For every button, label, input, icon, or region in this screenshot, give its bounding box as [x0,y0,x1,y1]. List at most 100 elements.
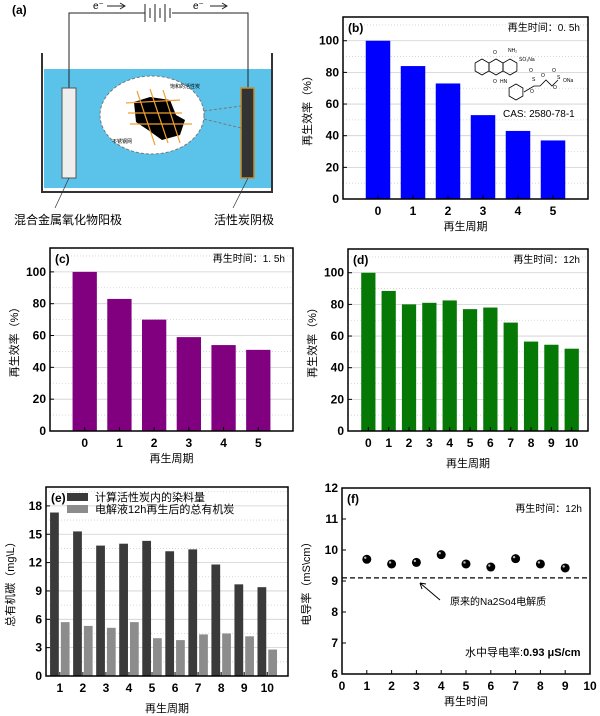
conductivity-note-value: 0.93 μS/cm [523,647,581,659]
bar-toc [245,636,254,676]
bar [442,300,457,431]
x-tick-label: 2 [388,679,395,693]
bar-dye [50,512,59,676]
y-axis-label: 总有机碳（mg\L） [3,536,17,626]
cathode-label: 活性炭阴极 [214,213,274,227]
x-tick-label: 4 [446,436,453,450]
tank [41,53,273,193]
y-tick-label: 12 [29,556,43,570]
inset-label-carbon: 饱和的活性炭 [170,83,200,90]
x-axis-label: 再生周期 [145,701,189,715]
data-point-highlight [463,561,466,564]
y-axis-label: 再生效率（%） [300,70,314,146]
arrow-icon [419,582,441,601]
y-tick-label: 100 [324,266,344,280]
x-tick-label: 3 [480,204,487,218]
x-tick-label: 6 [487,436,494,450]
x-tick-label: 5 [255,436,262,450]
bar [72,271,97,431]
x-axis-label: 再生时间 [444,694,488,708]
y-tick-label: 80 [33,297,47,311]
y-tick-label: 0 [332,192,339,206]
bar-dye [188,549,198,676]
y-tick-label: 18 [29,499,43,513]
y-tick-label: 3 [35,641,42,655]
arrow-right-icon [210,2,228,10]
inset-label-mesh: 不锈钢网 [112,138,132,145]
x-tick-label: 4 [220,436,227,450]
bar-toc [106,627,116,676]
y-tick-label: 60 [331,329,345,343]
bar [400,66,426,199]
y-tick-label: 20 [326,160,340,174]
y-tick-label: 40 [33,360,47,374]
x-tick-label: 5 [467,436,474,450]
y-tick-label: 40 [326,129,340,143]
chart-c: 0 20 40 60 80 100 0 1 2 3 4 5 再生周期 再生效率（%） (c) 再生时间：1. … [7,247,294,465]
regeneration-time-annotation: 再生时间：0. 5h [508,21,580,34]
bar-dye [96,545,105,676]
x-axis-label: 再生周期 [446,456,490,470]
y-tick-label: 11 [325,512,338,526]
x-tick-label: 9 [562,679,569,693]
data-point-highlight [364,556,367,559]
bar-toc [222,633,231,676]
data-point [535,559,545,569]
x-tick-label: 2 [80,681,87,695]
legend-label: 计算活性炭内的染料量 [95,490,205,504]
panel-label-e: (e) [51,491,66,505]
wire-left [68,12,145,88]
bar-toc [199,634,208,676]
x-tick-label: 7 [507,436,514,450]
y-tick-label: 100 [26,265,46,279]
x-tick-label: 0 [339,679,346,693]
bar-dye [73,531,82,676]
x-tick-label: 1 [410,204,417,218]
y-tick-label: 20 [331,392,345,406]
bar-dye [211,564,221,676]
y-tick-label: 80 [331,297,345,311]
bar [503,322,518,431]
x-tick-label: 5 [149,681,156,695]
battery-icon [144,4,171,22]
benzene-ring [508,83,524,101]
bar-toc [129,622,139,676]
legend-swatch [67,493,88,501]
legend-swatch [67,505,88,513]
x-tick-label: 0 [81,436,88,450]
structure-atom-label: S [557,75,561,81]
regeneration-time-annotation: 再生时间：1. 5h [213,252,285,265]
regeneration-time-annotation: 再生时间：12h [513,253,580,266]
data-point-highlight [512,555,516,559]
data-point [387,559,397,569]
structure-atom-label: NH₂ [508,48,517,54]
bar [381,290,396,431]
bar-toc [268,649,278,676]
bar [505,130,531,199]
bar [523,341,539,431]
x-tick-label: 9 [241,681,248,695]
bar [361,272,376,431]
x-tick-label: 2 [406,436,413,450]
cas-number: CAS: 2580-78-1 [503,109,575,120]
bar [544,344,559,431]
y-tick-label: 12 [325,481,339,495]
y-tick-label: 60 [33,329,47,343]
conductivity-note-label: 水中导电率: [465,645,523,659]
structure-atom-label: O [552,68,556,74]
x-axis-label: 再生周期 [444,219,488,233]
regeneration-time-annotation: 再生时间：12h [515,502,582,515]
x-tick-label: 2 [445,204,452,218]
conductivity-note: 水中导电率:0.93 μS/cm [465,645,581,659]
x-tick-label: 10 [261,681,275,695]
data-point [362,554,372,564]
x-tick-label: 10 [565,436,579,450]
panel-label-d: (d) [353,253,368,267]
panel-label-a: (a) [12,3,27,17]
data-point-highlight [488,564,491,567]
electron-label-left: e⁻ [93,1,104,12]
bar [401,304,417,431]
y-tick-label: 9 [331,574,338,588]
